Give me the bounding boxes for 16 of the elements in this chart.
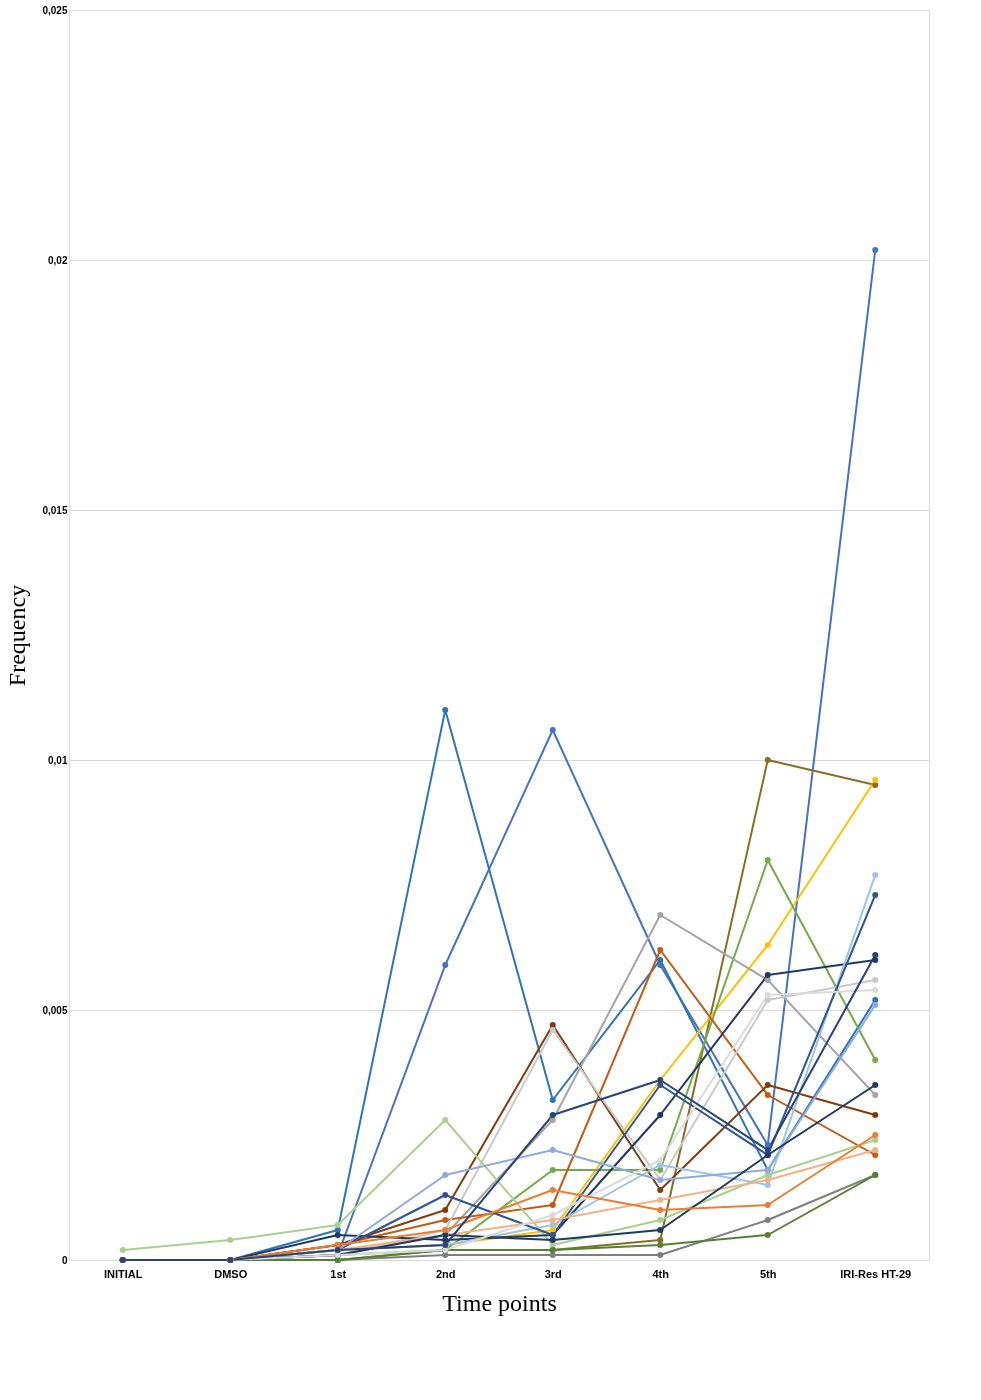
x-tick-label: INITIAL bbox=[104, 1267, 143, 1280]
y-tick-label: 0,02 bbox=[48, 254, 68, 266]
y-tick-label: 0,015 bbox=[42, 504, 68, 516]
y-tick-label: 0 bbox=[61, 1254, 68, 1266]
y-tick-label: 0,005 bbox=[42, 1004, 68, 1016]
x-axis-title: Time points bbox=[442, 1289, 557, 1316]
x-tick-label: DMSO bbox=[214, 1267, 248, 1280]
x-tick-label: 5th bbox=[760, 1267, 777, 1280]
y-tick-label: 0,025 bbox=[42, 4, 68, 16]
x-tick-label: 1st bbox=[330, 1267, 347, 1280]
x-tick-label: 4th bbox=[652, 1267, 670, 1280]
y-tick-label: 0,01 bbox=[48, 754, 68, 766]
x-tick-label: 3rd bbox=[544, 1267, 562, 1280]
y-axis-title: Frequency bbox=[4, 584, 31, 687]
x-tick-label: 2nd bbox=[435, 1267, 456, 1280]
x-tick-label: IRI-Res HT-29 bbox=[840, 1267, 912, 1280]
